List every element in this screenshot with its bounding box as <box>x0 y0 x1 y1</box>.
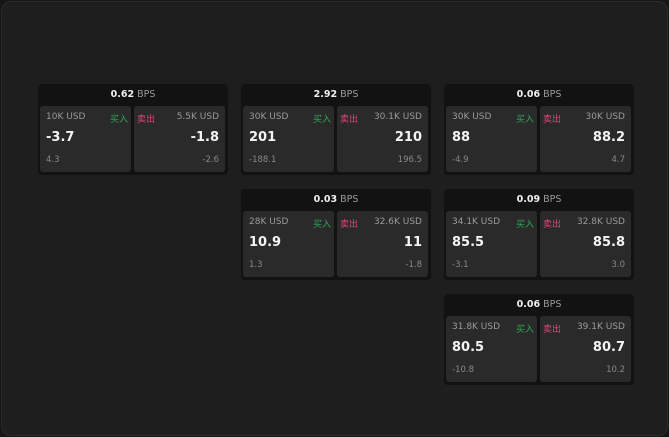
sell-panel[interactable]: 30.1K USD 卖出 210 196.5 <box>337 106 428 172</box>
bid-change: -10.8 <box>452 365 474 375</box>
spread-value: 2.92 <box>313 89 338 100</box>
ask-size: 5.5K USD <box>176 112 219 122</box>
bid-size: 10K USD <box>46 112 86 122</box>
bid-change: -4.9 <box>452 155 469 165</box>
buy-label: 买入 <box>515 325 534 335</box>
spread-unit: BPS <box>543 89 562 100</box>
buy-panel[interactable]: 30K USD 买入 201 -188.1 <box>243 106 334 172</box>
spread-header: 2.92 BPS <box>241 84 431 105</box>
sell-panel[interactable]: 32.6K USD 卖出 11 -1.8 <box>337 211 428 277</box>
ask-change: 10.2 <box>606 365 625 375</box>
sell-label: 卖出 <box>340 115 359 125</box>
ask-change: 3.0 <box>611 260 625 270</box>
buy-panel[interactable]: 30K USD 买入 88 -4.9 <box>446 106 537 172</box>
sell-label: 卖出 <box>137 115 156 125</box>
bid-price: 10.9 <box>249 235 282 250</box>
bid-change: 1.3 <box>249 260 263 270</box>
spread-header: 0.03 BPS <box>241 189 431 210</box>
bid-change: -3.1 <box>452 260 469 270</box>
bid-size: 30K USD <box>452 112 492 122</box>
ask-change: -2.6 <box>202 155 219 165</box>
bid-price: 201 <box>249 130 277 145</box>
sell-label: 卖出 <box>543 115 562 125</box>
bid-price: 80.5 <box>452 340 485 355</box>
sell-panel[interactable]: 39.1K USD 卖出 80.7 10.2 <box>540 316 631 382</box>
spread-unit: BPS <box>340 194 359 205</box>
ask-price: -1.8 <box>190 130 219 145</box>
sell-panel[interactable]: 32.8K USD 卖出 85.8 3.0 <box>540 211 631 277</box>
spread-header: 0.06 BPS <box>444 84 634 105</box>
spread-value: 0.06 <box>516 299 541 310</box>
buy-label: 买入 <box>109 115 128 125</box>
buy-panel[interactable]: 34.1K USD 买入 85.5 -3.1 <box>446 211 537 277</box>
buy-panel[interactable]: 28K USD 买入 10.9 1.3 <box>243 211 334 277</box>
price-widget: 2.92 BPS 30K USD 买入 201 -188.1 30.1K USD… <box>241 84 431 175</box>
ask-size: 30K USD <box>585 112 625 122</box>
sell-label: 卖出 <box>543 325 562 335</box>
buy-panel[interactable]: 31.8K USD 买入 80.5 -10.8 <box>446 316 537 382</box>
price-widget: 0.06 BPS 30K USD 买入 88 -4.9 30K USD 卖出 8… <box>444 84 634 175</box>
spread-unit: BPS <box>340 89 359 100</box>
ask-change: -1.8 <box>405 260 422 270</box>
bid-change: 4.3 <box>46 155 60 165</box>
ask-change: 4.7 <box>611 155 625 165</box>
bid-change: -188.1 <box>249 155 277 165</box>
sell-label: 卖出 <box>340 220 359 230</box>
sell-panel[interactable]: 30K USD 卖出 88.2 4.7 <box>540 106 631 172</box>
price-widget: 0.09 BPS 34.1K USD 买入 85.5 -3.1 32.8K US… <box>444 189 634 280</box>
buy-label: 买入 <box>312 115 331 125</box>
spread-unit: BPS <box>543 194 562 205</box>
ask-size: 32.8K USD <box>576 217 625 227</box>
bid-size: 31.8K USD <box>452 322 501 332</box>
ask-price: 88.2 <box>592 130 625 145</box>
sell-panel[interactable]: 5.5K USD 卖出 -1.8 -2.6 <box>134 106 225 172</box>
sell-label: 卖出 <box>543 220 562 230</box>
bid-size: 34.1K USD <box>452 217 501 227</box>
buy-panel[interactable]: 10K USD 买入 -3.7 4.3 <box>40 106 131 172</box>
bid-size: 28K USD <box>249 217 289 227</box>
price-widget: 0.03 BPS 28K USD 买入 10.9 1.3 32.6K USD 卖… <box>241 189 431 280</box>
spread-header: 0.06 BPS <box>444 294 634 315</box>
ask-price: 11 <box>403 235 422 250</box>
ask-price: 85.8 <box>592 235 625 250</box>
spread-value: 0.03 <box>313 194 338 205</box>
price-widget: 0.62 BPS 10K USD 买入 -3.7 4.3 5.5K USD 卖出… <box>38 84 228 175</box>
ask-price: 80.7 <box>592 340 625 355</box>
bid-size: 30K USD <box>249 112 289 122</box>
buy-label: 买入 <box>515 115 534 125</box>
spread-header: 0.62 BPS <box>38 84 228 105</box>
spread-unit: BPS <box>137 89 156 100</box>
buy-label: 买入 <box>312 220 331 230</box>
bid-price: -3.7 <box>46 130 75 145</box>
bid-price: 85.5 <box>452 235 485 250</box>
buy-label: 买入 <box>515 220 534 230</box>
spread-value: 0.62 <box>110 89 135 100</box>
ask-size: 30.1K USD <box>373 112 422 122</box>
spread-unit: BPS <box>543 299 562 310</box>
price-widget: 0.06 BPS 31.8K USD 买入 80.5 -10.8 39.1K U… <box>444 294 634 385</box>
ask-size: 32.6K USD <box>373 217 422 227</box>
ask-price: 210 <box>394 130 422 145</box>
ask-change: 196.5 <box>397 155 422 165</box>
spread-header: 0.09 BPS <box>444 189 634 210</box>
bid-price: 88 <box>452 130 471 145</box>
spread-value: 0.09 <box>516 194 541 205</box>
ask-size: 39.1K USD <box>576 322 625 332</box>
spread-value: 0.06 <box>516 89 541 100</box>
